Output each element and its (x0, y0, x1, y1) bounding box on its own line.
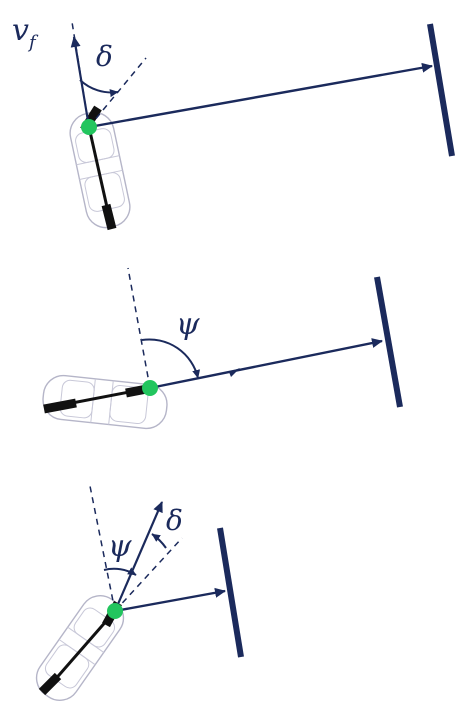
target-arrow (88, 62, 433, 129)
panel-heading-and-steering: ψ δ (35, 485, 244, 701)
contact-point (107, 603, 123, 619)
car-body (42, 374, 168, 430)
contact-point (81, 119, 97, 135)
steering-angle-label: δ (166, 504, 183, 537)
target-arrow (149, 338, 383, 390)
velocity-arrow (113, 501, 164, 612)
rear-wheel (43, 398, 77, 414)
wall (427, 23, 455, 157)
heading-angle-label: ψ (108, 529, 132, 564)
steering-angle-label: δ (96, 40, 113, 73)
panel-steering-angle: vf δ (12, 13, 455, 231)
rear-wheel (38, 672, 62, 696)
steering-angle-arc (79, 79, 119, 98)
heading-dashed-line (127, 267, 151, 389)
steering-angle-arc (151, 533, 167, 549)
direction-arrowhead (229, 368, 240, 377)
panel-heading-angle: ψ (42, 267, 403, 430)
contact-point (142, 380, 158, 396)
velocity-subscript: f (27, 32, 39, 53)
wall (374, 276, 403, 408)
heading-angle-arc (103, 567, 137, 576)
rear-wheel (101, 203, 117, 231)
steering-dashed-line (114, 537, 183, 612)
heading-angle-label: ψ (176, 307, 200, 342)
wall (217, 527, 244, 658)
heading-angle-arc (141, 338, 201, 379)
target-arrow (114, 587, 226, 613)
velocity-label: vf (12, 13, 39, 53)
